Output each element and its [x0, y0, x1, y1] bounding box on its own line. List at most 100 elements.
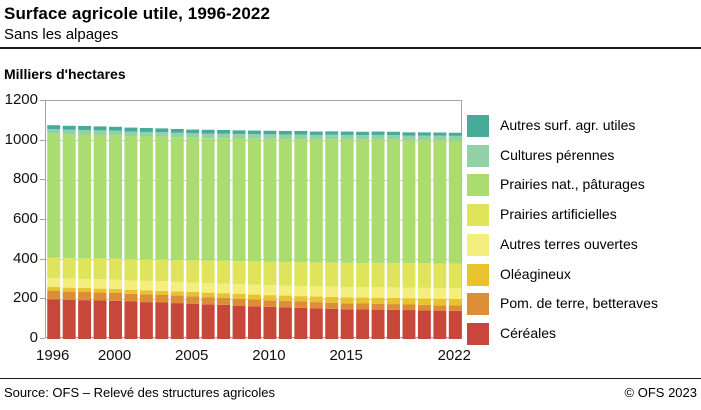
bar-segment — [62, 291, 76, 300]
bar-segment — [417, 298, 431, 305]
bar-segment — [402, 287, 416, 299]
bar-segment — [155, 136, 169, 260]
bar-segment — [402, 132, 416, 136]
y-tick-label: 600 — [12, 210, 38, 227]
x-tick-label: 2022 — [437, 347, 471, 364]
bar-segment — [309, 134, 323, 140]
bar-1999 — [93, 126, 107, 339]
bar-segment — [109, 258, 122, 280]
bar-segment — [340, 131, 354, 135]
bar-2019 — [402, 132, 416, 339]
bar-segment — [402, 298, 416, 305]
bar-segment — [248, 261, 261, 285]
bar-segment — [155, 302, 169, 339]
y-tick-mark — [40, 179, 45, 181]
bar-segment — [309, 296, 323, 303]
bar-segment — [62, 278, 76, 288]
bar-segment — [248, 299, 261, 307]
bar-segment — [325, 308, 339, 339]
bar-segment — [309, 139, 323, 263]
bar-segment — [93, 134, 107, 259]
bar-segment — [340, 297, 354, 304]
bar-segment — [78, 125, 92, 130]
bar-segment — [186, 303, 200, 339]
bar-segment — [232, 261, 246, 285]
bar-segment — [294, 307, 308, 339]
bar-segment — [217, 297, 231, 305]
bar-segment — [417, 263, 431, 288]
bar-segment — [263, 295, 277, 301]
bar-segment — [47, 125, 61, 130]
bar-segment — [62, 258, 76, 279]
bar-segment — [340, 262, 354, 288]
bar-2010 — [263, 130, 277, 339]
bar-segment — [356, 309, 370, 339]
bar-segment — [155, 259, 169, 282]
bar-segment — [170, 137, 184, 260]
legend-label: Pom. de terre, betteraves — [500, 295, 658, 312]
bar-segment — [325, 262, 339, 287]
bar-segment — [232, 284, 246, 294]
bar-segment — [387, 131, 400, 136]
bar-segment — [402, 140, 416, 264]
bar-segment — [263, 285, 277, 296]
bar-segment — [278, 300, 292, 308]
bar-segment — [155, 294, 169, 303]
bar-segment — [109, 292, 122, 301]
bar-segment — [309, 262, 323, 287]
bar-segment — [387, 287, 400, 298]
bar-segment — [325, 296, 339, 303]
bar-segment — [93, 258, 107, 280]
bar-segment — [278, 262, 292, 286]
bar-segment — [309, 308, 323, 339]
bar-2020 — [417, 132, 431, 339]
bar-segment — [109, 130, 122, 136]
bar-segment — [248, 284, 261, 295]
bar-segment — [417, 132, 431, 136]
bar-segment — [433, 132, 447, 136]
y-tick-mark — [40, 258, 45, 260]
bar-segment — [294, 130, 308, 135]
legend-swatch-icon — [467, 144, 489, 167]
bar-segment — [155, 132, 169, 137]
legend-label: Prairies artificielles — [500, 206, 617, 223]
x-tick-label: 2010 — [252, 347, 286, 364]
bar-2000 — [109, 126, 122, 339]
bar-segment — [433, 310, 447, 339]
bar-segment — [387, 304, 400, 310]
x-tick-label: 1996 — [36, 347, 70, 364]
bar-segment — [155, 281, 169, 291]
footer-source: Source: OFS – Relevé des structures agri… — [4, 385, 275, 400]
plot-area — [45, 100, 463, 339]
bar-segment — [170, 259, 184, 282]
bar-segment — [417, 135, 431, 141]
bar-segment — [93, 288, 107, 293]
legend-label: Autres surf. agr. utiles — [500, 117, 636, 133]
bar-segment — [294, 262, 308, 287]
bar-segment — [170, 291, 184, 296]
y-tick-label: 800 — [12, 170, 38, 188]
bar-segment — [387, 297, 400, 305]
y-tick-label: 0 — [29, 329, 38, 346]
bar-segment — [139, 131, 153, 137]
bar-segment — [371, 297, 385, 304]
bar-segment — [201, 283, 215, 293]
legend-swatch-icon — [467, 322, 489, 345]
bar-segment — [278, 139, 292, 263]
bar-segment — [371, 287, 385, 298]
bar-2004 — [170, 128, 184, 339]
bar-segment — [186, 296, 200, 304]
bar-segment — [47, 291, 61, 300]
bar-2017 — [371, 131, 385, 339]
legend-swatch-icon — [467, 293, 489, 316]
bar-1998 — [78, 125, 92, 339]
bar-segment — [124, 259, 138, 281]
bar-segment — [201, 304, 215, 339]
bar-segment — [62, 299, 76, 339]
bar-segment — [124, 127, 138, 132]
bar-segment — [78, 129, 92, 135]
bar-segment — [93, 300, 107, 339]
bar-2014 — [325, 131, 339, 339]
bar-segment — [433, 135, 447, 141]
bar-segment — [232, 298, 246, 306]
